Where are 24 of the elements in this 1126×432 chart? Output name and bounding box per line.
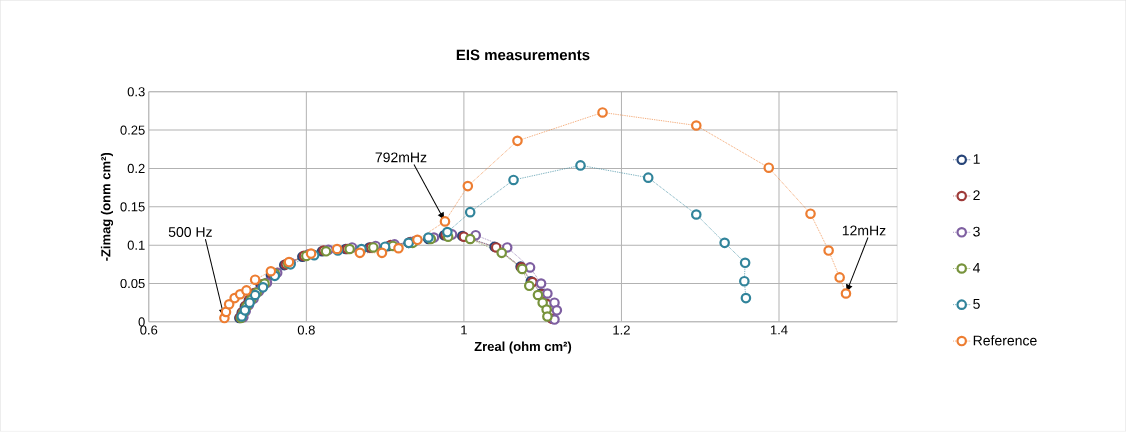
legend-label: 3 — [973, 226, 980, 237]
y-axis-title: -Zimag (onm cm²) — [100, 153, 114, 262]
y-tick-label: 0.05 — [120, 279, 145, 289]
y-tick-label: 0.1 — [127, 240, 145, 250]
annotation: 12mHz — [842, 225, 886, 236]
legend-label: 1 — [973, 154, 980, 165]
y-tick-label: 0 — [138, 317, 145, 327]
x-tick-label: 1.4 — [770, 325, 788, 335]
x-tick-label: 0.6 — [140, 325, 158, 335]
legend-label: 2 — [973, 190, 980, 201]
y-tick-label: 0.15 — [120, 202, 145, 212]
legend-label: 5 — [973, 299, 980, 310]
annotation: 792mHz — [375, 152, 427, 163]
x-axis-title: Zreal (ohm cm²) — [474, 341, 572, 354]
x-tick-label: 1 — [461, 325, 467, 335]
x-tick-label: 0.8 — [297, 325, 315, 335]
y-tick-label: 0.3 — [127, 87, 145, 97]
y-tick-label: 0.25 — [120, 125, 145, 135]
chart-title: EIS measurements — [456, 49, 590, 61]
legend-label: 4 — [972, 263, 981, 273]
legend-label: Reference — [973, 335, 1037, 346]
y-tick-label: 0.2 — [127, 164, 145, 174]
annotation: 500 Hz — [168, 227, 212, 238]
x-tick-label: 1.2 — [613, 325, 630, 335]
